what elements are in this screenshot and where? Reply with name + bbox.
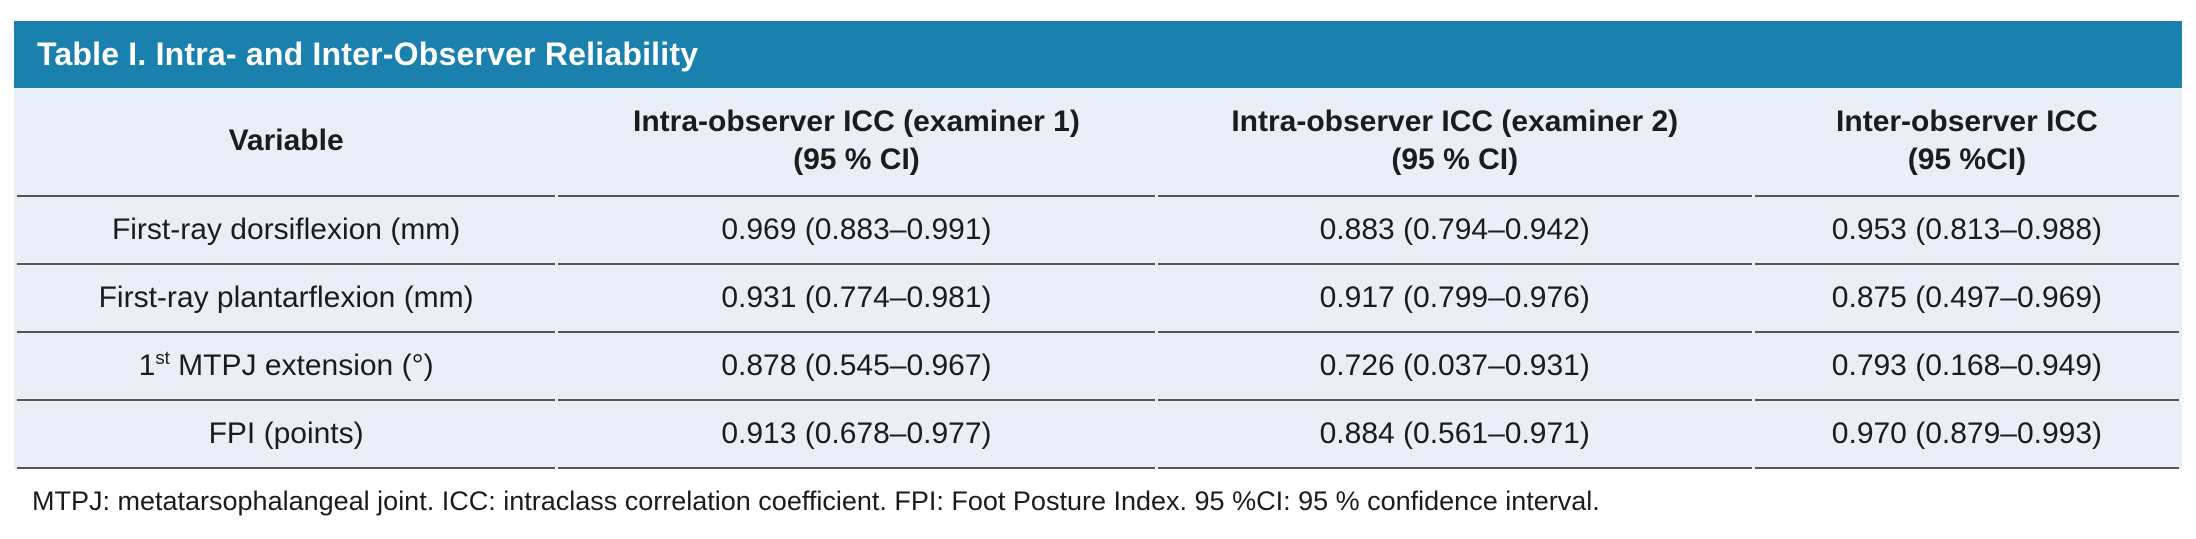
- table-row: FPI (points) 0.913 (0.678–0.977) 0.884 (…: [17, 400, 2179, 469]
- column-header-line1: Variable: [228, 124, 344, 158]
- column-header-line1: Intra-observer ICC (examiner 1): [633, 105, 1080, 138]
- column-header-intra-examiner2: Intra-observer ICC (examiner 2) (95 % CI…: [1157, 88, 1752, 197]
- column-header-line2: (95 % CI): [793, 143, 920, 177]
- icc-examiner2-cell: 0.917 (0.799–0.976): [1157, 264, 1752, 333]
- variable-text: First-ray dorsiflexion (mm): [111, 212, 461, 246]
- column-header-intra-examiner1: Intra-observer ICC (examiner 1) (95 % CI…: [558, 88, 1155, 197]
- table-title: Table I. Intra- and Inter-Observer Relia…: [37, 36, 699, 72]
- variable-cell: First-ray dorsiflexion (mm): [17, 196, 556, 265]
- column-header-line1: Intra-observer ICC (examiner 2): [1231, 105, 1679, 138]
- table-title-bar: Table I. Intra- and Inter-Observer Relia…: [14, 21, 2182, 88]
- icc-examiner2-cell: 0.726 (0.037–0.931): [1157, 332, 1752, 401]
- icc-examiner1-cell: 0.969 (0.883–0.991): [558, 196, 1155, 265]
- variable-text-post: MTPJ extension (°): [169, 348, 434, 382]
- column-header-line1: Inter-observer ICC: [1836, 105, 2098, 138]
- icc-examiner1-cell: 0.931 (0.774–0.981): [558, 264, 1155, 333]
- icc-examiner2-cell: 0.883 (0.794–0.942): [1157, 196, 1752, 265]
- table-row: First-ray plantarflexion (mm) 0.931 (0.7…: [17, 264, 2179, 333]
- icc-examiner1-cell: 0.878 (0.545–0.967): [558, 332, 1155, 401]
- table-container: Table I. Intra- and Inter-Observer Relia…: [14, 21, 2182, 517]
- variable-cell: First-ray plantarflexion (mm): [17, 264, 556, 333]
- icc-examiner2-cell: 0.884 (0.561–0.971): [1157, 400, 1752, 469]
- inter-observer-icc-cell: 0.970 (0.879–0.993): [1754, 400, 2179, 469]
- column-header-line2: (95 % CI): [1391, 143, 1519, 177]
- table-row: 1st MTPJ extension (°) 0.878 (0.545–0.96…: [17, 332, 2179, 401]
- variable-text: FPI (points): [208, 416, 364, 450]
- variable-text: First-ray plantarflexion (mm): [98, 280, 474, 314]
- inter-observer-icc-cell: 0.875 (0.497–0.969): [1754, 264, 2179, 333]
- icc-examiner1-cell: 0.913 (0.678–0.977): [558, 400, 1155, 469]
- reliability-table: Variable Intra-observer ICC (examiner 1)…: [14, 88, 2182, 469]
- table-footnote: MTPJ: metatarsophalangeal joint. ICC: in…: [32, 485, 1600, 516]
- column-header-line2: (95 %CI): [1907, 143, 2027, 177]
- table-row: First-ray dorsiflexion (mm) 0.969 (0.883…: [17, 196, 2179, 265]
- header-row: Variable Intra-observer ICC (examiner 1)…: [17, 88, 2179, 197]
- variable-text: 1: [138, 348, 156, 382]
- inter-observer-icc-cell: 0.793 (0.168–0.949): [1754, 332, 2179, 401]
- variable-cell: 1st MTPJ extension (°): [17, 332, 556, 401]
- inter-observer-icc-cell: 0.953 (0.813–0.988): [1754, 196, 2179, 265]
- variable-cell: FPI (points): [17, 400, 556, 469]
- column-header-inter-observer: Inter-observer ICC (95 %CI): [1754, 88, 2179, 197]
- column-header-variable: Variable: [17, 88, 556, 197]
- variable-superscript: st: [155, 346, 170, 368]
